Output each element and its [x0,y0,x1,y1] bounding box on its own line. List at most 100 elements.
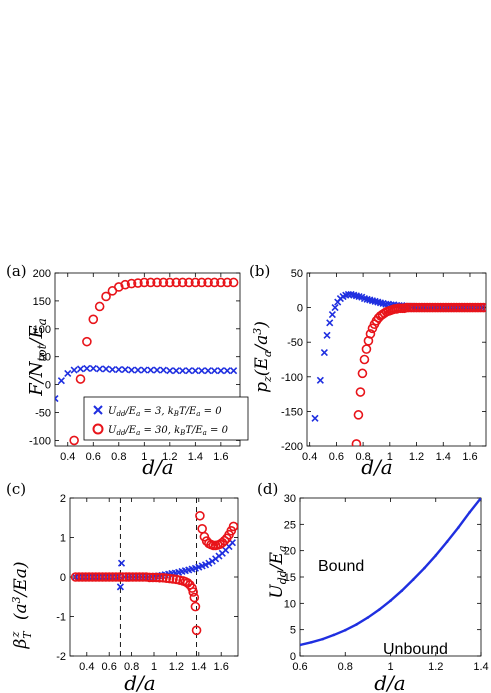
data-point-o [351,439,362,446]
data-point-o [158,572,168,583]
data-point-o [355,387,366,397]
data-point-x [344,290,352,299]
data-point-o [84,572,94,582]
data-point-x [57,377,65,385]
y-tick-label: 100 [33,324,51,336]
panel-b-xlabel: d/a [361,455,392,479]
y-tick-label: 15 [284,572,296,584]
data-point-o [475,302,486,313]
x-tick-label: 1 [151,661,157,673]
x-tick-label: 1.2 [169,661,184,673]
data-point-o [90,572,101,582]
data-point-x [147,366,155,374]
x-tick-label: 1.4 [191,661,206,673]
data-point-x [230,367,238,375]
y-tick-label: 0 [290,651,296,663]
axes-frame [54,272,241,447]
data-point-o [152,277,162,288]
data-point-o [228,277,239,288]
data-point-o [121,572,131,582]
data-point-o [158,277,169,288]
data-point-o [473,302,483,313]
data-point-x [159,366,168,374]
panel-c-ylabel: βTz (a3/Ea) [9,561,34,649]
legend-label-series-2: Udd/Ea = 30, kBT/Ea = 0 [108,425,229,437]
data-point-o [88,314,99,325]
data-point-o [168,574,178,584]
data-point-x [76,365,85,373]
data-point [310,641,313,644]
data-point [479,498,481,500]
data-point-x [331,304,339,312]
x-tick-label: 1.2 [428,661,443,673]
y-tick-label: 50 [39,352,51,364]
data-layer [55,277,239,446]
data-point-o [184,277,194,288]
data-point-o [87,572,98,582]
data-point-x [166,367,174,375]
data-point-o [107,572,118,582]
data-point-o [191,625,202,636]
data-point-o [77,572,88,582]
x-tick-label: 0.8 [124,661,139,673]
data-point-o [190,277,201,288]
data-point [457,526,460,529]
data-point [321,637,324,641]
data-point-x [96,365,104,373]
data-point-o [203,277,213,288]
data-point-o [138,572,148,582]
y-tick-label: 5 [290,625,296,637]
data-point-o [365,329,376,339]
data-point-x [108,365,116,374]
y-tick-label: 10 [284,598,296,610]
y-tick-label: -1 [56,612,66,624]
y-tick-label: -2 [56,651,66,663]
y-tick-label: 200 [33,268,51,280]
data-point-o [361,344,372,354]
data-point-x [121,365,129,374]
data-point-x [328,310,336,319]
data-point-x [116,583,124,591]
data-point-o [171,277,182,288]
data-point-x [70,366,78,374]
data-point-x [102,365,110,373]
data-point-o [97,572,108,582]
data-point-o [359,354,370,365]
data-point-o [127,572,138,582]
data-point-o [195,510,205,521]
x-tick-label: 1.2 [409,451,424,463]
data-point-o [94,301,105,312]
data-layer [300,498,481,647]
data-point-o [144,572,155,583]
panel-a-plot: 0.4 0.6 0.8 1 1.2 1.4 1.6 -100 -50 0 50 100 150 200 [29,268,241,463]
data-point-x [326,319,334,327]
data-point-x [191,367,199,375]
data-point-o [216,277,226,288]
data-point-x [115,365,123,374]
panel-c-xlabel: d/a [124,671,155,693]
y-tick-label: 0 [297,303,303,315]
data-point-x [382,300,390,308]
data-point-o [104,572,114,582]
panel-a-legend: Udd/Ea = 3, kBT/Ea = 0 Udd/Ea = 30, kBT/… [83,396,249,441]
x-tick-label: 1.4 [436,451,451,463]
data-point-o [228,521,238,532]
data-point-x [127,366,136,374]
data-point-x [210,367,219,375]
x-tick-label: 1.6 [213,451,228,463]
data-point [434,554,438,557]
data-point [355,623,358,626]
data-point-o [219,535,230,546]
x-tick-label: 1.6 [214,661,229,673]
y-tick-label: 1 [60,533,66,545]
data-point-x [179,367,187,375]
data-point-o [148,572,158,583]
x-tick-label: 0.4 [302,451,317,463]
panel-b-label: (b) [249,262,270,280]
data-point-o [94,572,104,582]
data-point-x [134,366,142,374]
x-tick-label: 1 [387,661,393,673]
data-point [445,540,449,544]
data-point-o [189,592,200,603]
